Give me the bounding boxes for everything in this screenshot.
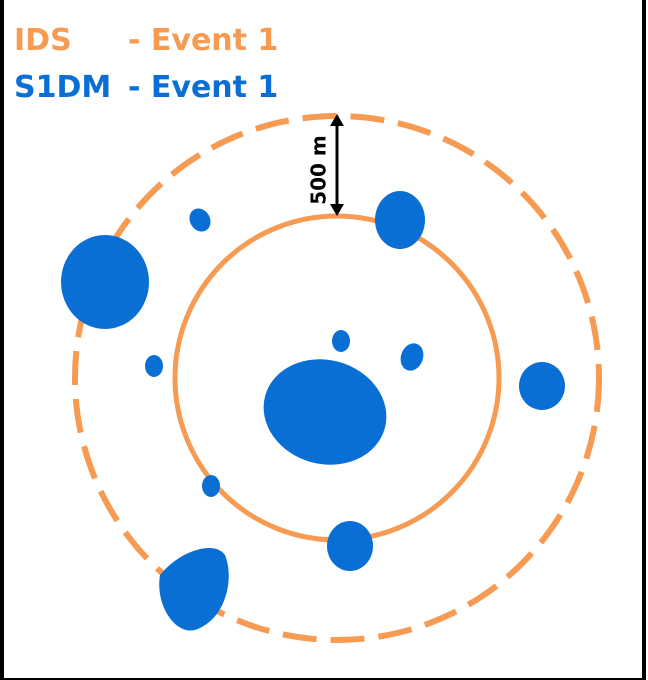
blobs [61,191,565,631]
blob [400,343,424,371]
blob [327,521,373,571]
distance-label: 500 m [307,135,331,205]
blob [332,330,350,352]
arrow-heads [330,114,344,216]
blob [202,475,220,497]
blob [375,191,425,249]
legend-s1dm-label: - Event 1 [128,70,278,105]
legend-s1dm-name: S1DM [14,70,111,105]
legend-ids-label: - Event 1 [128,23,278,58]
blob [159,547,229,631]
outer-ring [72,113,602,643]
blob [189,208,211,232]
blob [263,359,387,465]
blob [145,355,163,377]
legend-ids-name: IDS [14,23,72,58]
blob [519,362,565,410]
blob [61,235,149,329]
